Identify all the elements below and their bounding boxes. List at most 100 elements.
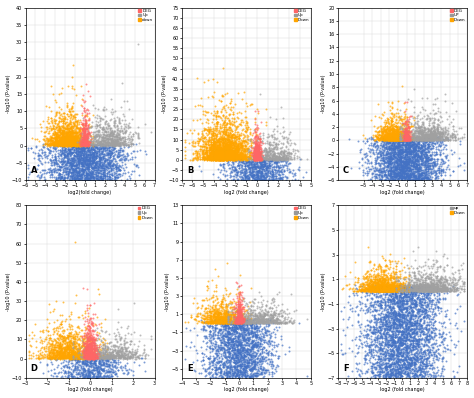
Point: [80, 125, 88, 131]
Point: [402, 130, 410, 136]
Point: [381, 263, 389, 269]
Point: [375, 362, 383, 369]
Point: [214, 332, 222, 338]
Point: [412, 326, 420, 333]
Point: [237, 153, 244, 160]
Point: [67, 125, 75, 131]
Point: [400, 330, 408, 336]
Point: [406, 148, 414, 154]
Point: [414, 337, 421, 343]
Point: [274, 141, 282, 148]
Point: [82, 354, 90, 360]
Point: [109, 352, 117, 358]
Point: [259, 172, 266, 179]
Point: [243, 120, 250, 127]
Point: [218, 146, 226, 153]
Point: [403, 365, 411, 371]
Point: [230, 318, 238, 324]
Point: [390, 150, 398, 157]
Point: [405, 345, 412, 351]
Point: [389, 285, 396, 292]
Point: [234, 154, 241, 161]
Point: [408, 170, 416, 177]
Point: [361, 341, 369, 348]
Point: [401, 283, 409, 290]
Point: [392, 344, 400, 351]
Point: [405, 173, 413, 179]
Point: [400, 132, 407, 138]
Point: [232, 155, 239, 161]
Point: [216, 154, 224, 160]
Point: [241, 320, 249, 326]
Point: [81, 166, 89, 172]
Point: [221, 317, 229, 324]
Point: [441, 160, 448, 166]
Point: [423, 283, 430, 290]
Point: [82, 154, 89, 160]
Point: [439, 130, 447, 136]
Point: [229, 319, 237, 326]
Point: [391, 151, 398, 157]
Point: [417, 321, 424, 327]
Point: [281, 158, 288, 165]
Point: [126, 177, 134, 183]
Point: [395, 161, 403, 168]
Point: [407, 153, 415, 159]
Point: [123, 353, 130, 359]
Point: [416, 316, 423, 322]
Point: [377, 302, 384, 308]
Point: [387, 142, 395, 148]
Point: [451, 280, 459, 287]
Point: [253, 316, 261, 322]
Point: [391, 144, 398, 151]
Point: [124, 142, 131, 148]
Point: [232, 361, 239, 367]
Point: [395, 137, 403, 143]
Point: [364, 322, 371, 328]
Point: [397, 148, 405, 155]
Point: [222, 341, 230, 348]
Point: [114, 141, 122, 148]
Point: [399, 163, 407, 170]
Point: [241, 353, 248, 359]
Point: [383, 134, 391, 140]
Point: [238, 151, 246, 157]
Point: [233, 363, 241, 369]
Point: [372, 288, 380, 295]
Point: [382, 365, 389, 371]
Point: [220, 139, 228, 146]
Point: [419, 283, 426, 289]
Point: [100, 367, 107, 374]
Point: [380, 268, 388, 275]
Point: [82, 152, 90, 159]
Point: [387, 154, 394, 160]
Point: [385, 355, 392, 361]
Point: [81, 134, 89, 140]
Point: [61, 141, 68, 147]
Point: [254, 143, 262, 149]
Point: [279, 124, 286, 130]
Point: [383, 153, 390, 160]
Point: [372, 175, 379, 181]
Point: [398, 284, 406, 290]
Point: [35, 161, 42, 168]
Point: [422, 286, 429, 292]
Point: [386, 283, 394, 289]
Point: [228, 306, 236, 313]
Point: [356, 149, 364, 155]
Point: [254, 150, 262, 156]
Point: [269, 369, 276, 375]
Point: [80, 140, 88, 146]
Point: [90, 164, 98, 170]
Point: [382, 319, 389, 326]
Point: [201, 155, 208, 162]
Point: [227, 319, 234, 325]
Point: [403, 132, 410, 138]
Point: [401, 175, 409, 181]
Point: [219, 145, 227, 152]
Point: [204, 355, 212, 361]
Point: [385, 135, 392, 141]
Point: [235, 321, 243, 327]
Point: [208, 147, 215, 153]
Point: [416, 352, 424, 358]
